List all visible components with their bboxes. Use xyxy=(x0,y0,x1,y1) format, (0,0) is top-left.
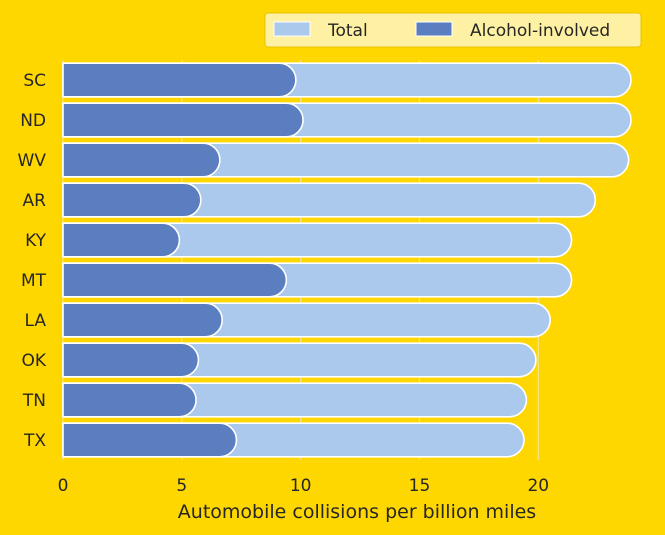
bar-alcohol-tx xyxy=(62,422,238,458)
bar-alcohol-tn xyxy=(62,382,197,418)
bar-alcohol-ky xyxy=(62,222,181,258)
legend-swatch-total xyxy=(273,21,311,37)
bar-alcohol-ar xyxy=(62,182,202,218)
bar-alcohol-ok xyxy=(62,342,200,378)
bar-alcohol-sc xyxy=(62,62,297,98)
bar-alcohol-la xyxy=(62,302,224,338)
bar-alcohol-mt xyxy=(62,262,288,298)
x-tick-labels: 0 5 10 15 20 xyxy=(58,476,550,496)
y-tick-labels: SC ND WV AR KY MT LA OK TN TX xyxy=(18,71,47,451)
legend: Total Alcohol-involved xyxy=(264,12,642,48)
y-tick-label: AR xyxy=(23,191,47,211)
y-tick-label: TN xyxy=(22,391,46,411)
x-tick-label: 0 xyxy=(58,476,69,496)
y-tick-label: TX xyxy=(23,431,46,451)
bar-alcohol-wv xyxy=(62,142,221,178)
y-tick-label: ND xyxy=(20,111,46,131)
x-tick-label: 10 xyxy=(290,476,312,496)
y-tick-label: MT xyxy=(21,271,47,291)
x-tick-label: 15 xyxy=(409,476,431,496)
y-tick-label: SC xyxy=(23,71,46,91)
legend-box xyxy=(264,12,642,48)
x-tick-label: 5 xyxy=(176,476,187,496)
legend-label-total: Total xyxy=(327,21,368,41)
y-tick-label: WV xyxy=(18,151,47,171)
legend-swatch-alcohol xyxy=(415,21,453,37)
y-tick-label: KY xyxy=(25,231,47,251)
y-tick-label: LA xyxy=(25,311,47,331)
y-tick-label: OK xyxy=(21,351,46,371)
bar-total-ky xyxy=(62,222,573,258)
x-axis-title: Automobile collisions per billion miles xyxy=(178,501,536,523)
bars-alcohol xyxy=(62,62,304,458)
bar-alcohol-nd xyxy=(62,102,304,138)
legend-label-alcohol: Alcohol-involved xyxy=(470,21,610,41)
x-tick-label: 20 xyxy=(527,476,549,496)
